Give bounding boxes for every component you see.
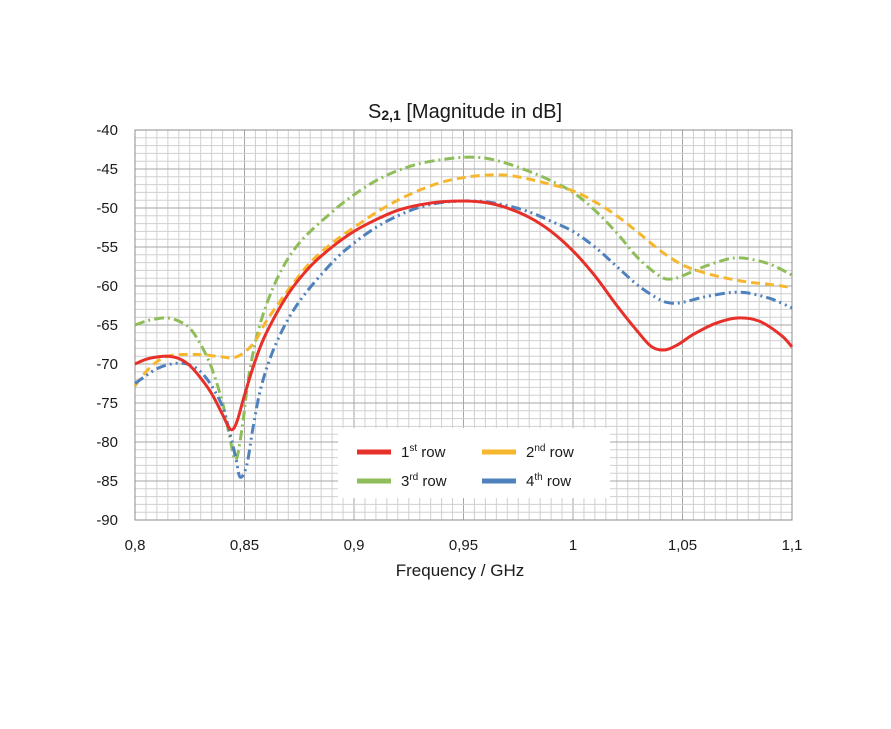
y-tick-label: -90 [96, 512, 118, 529]
legend: 1st row 2nd row 3rd row 4th row [338, 428, 610, 498]
x-tick-label: 1,1 [782, 537, 803, 554]
y-tick-label: -75 [96, 395, 118, 412]
series-line-1st-row [134, 199, 794, 432]
legend-item-3rd-row: 3rd row [357, 472, 447, 490]
legend-item-1st-row: 1st row [357, 443, 446, 461]
y-tick-label: -40 [96, 122, 118, 139]
y-axis-ticks: -40 -45 -50 -55 -60 -65 -70 -75 -80 -85 -90 [96, 122, 118, 529]
series-line-2nd-row [133, 173, 793, 387]
y-tick-label: -70 [96, 356, 118, 373]
legend-box [338, 428, 610, 498]
legend-item-4th-row: 4th row [482, 472, 571, 490]
x-tick-label: 1 [569, 537, 577, 554]
y-tick-label: -65 [96, 317, 118, 334]
legend-label-2nd-row: 2nd row [526, 443, 574, 461]
y-tick-label: -80 [96, 434, 118, 451]
x-tick-label: 0,95 [449, 537, 478, 554]
series-line-4th-row [134, 199, 793, 479]
y-tick-label: -60 [96, 278, 118, 295]
y-tick-label: -85 [96, 473, 118, 490]
y-tick-label: -45 [96, 161, 118, 178]
x-axis-ticks: 0,8 0,85 0,9 0,95 1 1,05 1,1 [125, 537, 803, 554]
legend-label-4th-row: 4th row [526, 472, 571, 490]
x-tick-label: 1,05 [668, 537, 697, 554]
x-tick-label: 0,9 [344, 537, 365, 554]
legend-label-1st-row: 1st row [401, 443, 446, 461]
x-axis-label: Frequency / GHz [396, 561, 525, 580]
legend-item-2nd-row: 2nd row [482, 443, 574, 461]
series-lines [133, 155, 794, 479]
y-tick-label: -50 [96, 200, 118, 217]
legend-label-3rd-row: 3rd row [401, 472, 447, 490]
series-line-3rd-row [134, 155, 793, 462]
x-tick-label: 0,8 [125, 537, 146, 554]
y-tick-label: -55 [96, 239, 118, 256]
x-tick-label: 0,85 [230, 537, 259, 554]
chart-title: S2,1 [Magnitude in dB] [368, 101, 562, 123]
